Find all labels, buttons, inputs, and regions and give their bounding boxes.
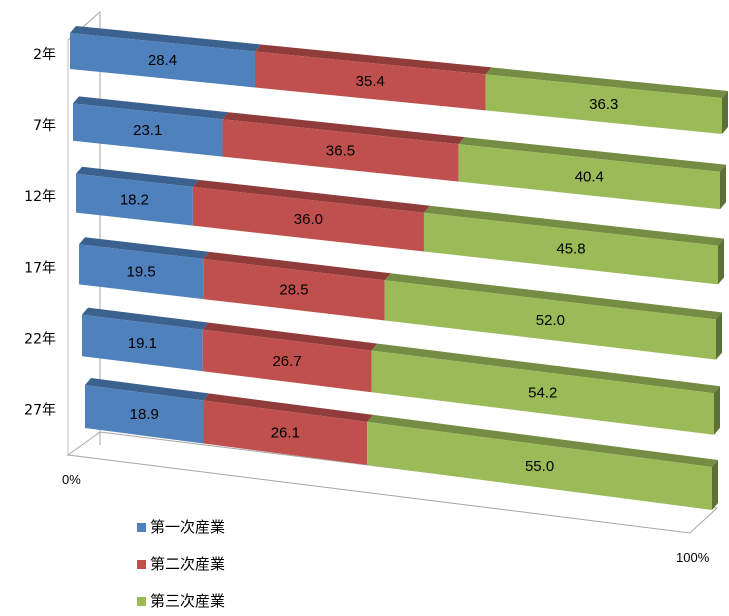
bar-segment: 54.2 <box>371 343 720 435</box>
bar-end-face <box>714 386 720 435</box>
axis-max-label: 100% <box>676 550 710 565</box>
bar-top-face <box>485 67 728 98</box>
bar-top-face <box>76 166 199 187</box>
bar-value-label: 52.0 <box>536 312 565 329</box>
bar-segment: 52.0 <box>384 273 722 360</box>
bar-segment: 35.4 <box>254 44 492 111</box>
axis-min-label: 0% <box>62 472 81 487</box>
category-label: 2年 <box>33 47 56 63</box>
bar-front-face <box>70 33 255 88</box>
bar-end-face <box>712 460 718 510</box>
bar-value-label: 35.4 <box>356 73 385 90</box>
legend-swatch <box>137 560 146 569</box>
bar-top-face <box>70 26 261 52</box>
bar-segment: 19.5 <box>79 237 210 300</box>
bar-segment: 36.5 <box>222 112 465 182</box>
bar-top-face <box>254 44 492 75</box>
bar-front-face <box>192 186 424 252</box>
bar-segment: 28.5 <box>203 251 391 321</box>
bar-top-face <box>222 112 465 145</box>
bar-top-face <box>203 393 374 422</box>
bar-end-face <box>720 164 726 210</box>
bar-segment: 19.1 <box>82 307 209 372</box>
bar-front-face <box>254 51 486 111</box>
bar-segment: 18.9 <box>85 378 210 444</box>
bar-top-face <box>203 251 391 281</box>
bar-segment: 40.4 <box>458 137 726 210</box>
bar-front-face <box>203 400 368 465</box>
category-label: 17年 <box>24 260 56 276</box>
bar-front-face <box>367 421 712 510</box>
category-label: 12年 <box>24 189 56 205</box>
bar-end-face <box>718 238 724 285</box>
bar-value-label: 36.0 <box>294 211 323 228</box>
bars-group: 28.4 35.4 36.3 23.1 36.5 40.4 18.2 36.0 45.8 19.5… <box>70 26 728 510</box>
bar-segment: 23.1 <box>73 96 229 157</box>
bar-value-label: 26.1 <box>271 425 300 442</box>
category-labels: 2年 7年 12年 17年 22年 27年 <box>24 47 56 419</box>
bar-front-face <box>485 74 722 134</box>
bar-front-face <box>73 103 223 157</box>
bar-top-face <box>192 179 430 213</box>
bar-top-face <box>423 205 724 246</box>
bar-value-label: 19.5 <box>127 264 156 281</box>
bar-value-label: 54.2 <box>528 385 557 402</box>
category-label: 27年 <box>24 403 56 419</box>
bar-top-face <box>79 237 210 259</box>
bar-front-face <box>222 119 459 182</box>
bar-segment: 55.0 <box>367 414 718 510</box>
bar-front-face <box>203 258 385 321</box>
bar-front-face <box>371 350 714 435</box>
category-label: 22年 <box>24 331 56 347</box>
bar-value-label: 36.3 <box>589 96 618 113</box>
bar-value-label: 18.2 <box>120 192 149 209</box>
bar-segment: 45.8 <box>423 205 724 285</box>
bar-segment: 36.3 <box>485 67 728 134</box>
legend-swatch <box>137 523 146 532</box>
category-label: 7年 <box>33 118 56 134</box>
bar-value-label: 18.9 <box>130 406 159 423</box>
bar-value-label: 26.7 <box>272 353 301 370</box>
legend-label: 第一次産業 <box>150 518 225 536</box>
bar-front-face <box>202 329 372 393</box>
bar-front-face <box>458 144 720 210</box>
bar-top-face <box>367 414 718 467</box>
bar-front-face <box>384 280 716 360</box>
bar-segment: 18.2 <box>76 166 199 226</box>
bar-value-label: 55.0 <box>525 458 554 475</box>
bar-top-face <box>384 273 722 320</box>
bar-value-label: 45.8 <box>556 241 585 258</box>
bar-top-face <box>82 307 209 330</box>
bar-top-face <box>371 343 720 394</box>
bar-value-label: 28.4 <box>148 52 177 69</box>
bar-segment: 28.4 <box>70 26 261 88</box>
bar-top-face <box>202 322 378 351</box>
bar-front-face <box>82 314 203 372</box>
bar-top-face <box>73 96 229 120</box>
bar-segment: 26.7 <box>202 322 378 393</box>
bar-top-face <box>458 137 726 172</box>
bar-value-label: 36.5 <box>326 142 355 159</box>
bar-top-face <box>85 378 210 401</box>
bar-front-face <box>79 244 204 300</box>
bar-value-label: 19.1 <box>128 335 157 352</box>
bar-end-face <box>722 91 728 134</box>
bar-segment: 26.1 <box>203 393 374 465</box>
bar-front-face <box>76 173 193 226</box>
legend-label: 第三次産業 <box>150 592 225 610</box>
bar-value-label: 40.4 <box>575 169 604 186</box>
bar-end-face <box>716 312 722 360</box>
bar-front-face <box>85 385 204 444</box>
bar-segment: 36.0 <box>192 179 430 252</box>
bar-value-label: 23.1 <box>133 122 162 139</box>
legend-label: 第二次産業 <box>150 555 225 573</box>
legend-swatch <box>137 597 146 606</box>
floor-plane <box>66 431 719 534</box>
bar-value-label: 28.5 <box>279 282 308 299</box>
bar-front-face <box>423 212 718 285</box>
